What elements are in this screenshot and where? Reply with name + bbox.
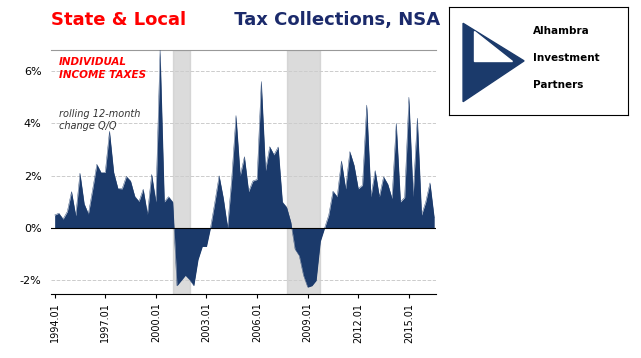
Text: Tax Collections, NSA: Tax Collections, NSA (228, 11, 440, 29)
Text: Partners: Partners (533, 80, 583, 90)
Bar (172, 50, 190, 294)
Text: State & Local: State & Local (51, 11, 187, 29)
Bar (287, 50, 320, 294)
Text: Alhambra: Alhambra (533, 26, 590, 37)
Text: INDIVIDUAL
INCOME TAXES: INDIVIDUAL INCOME TAXES (59, 57, 146, 80)
Text: Investment: Investment (533, 53, 600, 63)
Polygon shape (463, 23, 524, 102)
Polygon shape (474, 31, 512, 61)
Text: rolling 12-month
change Q/Q: rolling 12-month change Q/Q (59, 108, 140, 131)
